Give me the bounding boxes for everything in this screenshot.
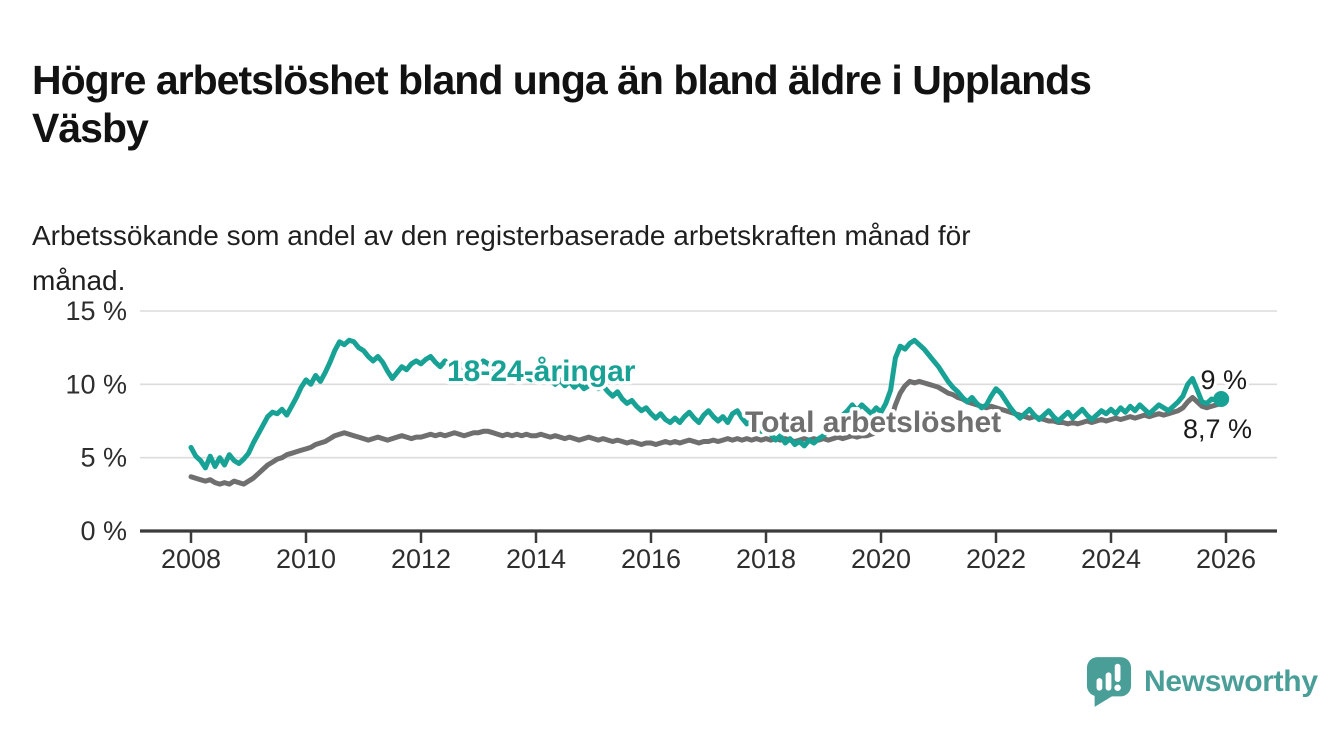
x-tick-label: 2014	[506, 544, 566, 574]
x-tick-label: 2018	[736, 544, 796, 574]
series-end-dot	[1213, 391, 1230, 407]
x-tick-label: 2026	[1196, 544, 1256, 574]
series-line-18-24-ringar	[188, 337, 1224, 471]
x-tick-label: 2012	[391, 544, 451, 574]
bar-small	[1096, 678, 1103, 691]
y-tick-label: 15 %	[65, 296, 127, 326]
x-tick-label: 2010	[276, 544, 336, 574]
series-label-18-24-ringar: 18-24-åringar	[447, 355, 636, 388]
x-tick-label: 2024	[1081, 544, 1141, 574]
x-tick-label: 2020	[851, 544, 911, 574]
x-tick-label: 2022	[966, 544, 1026, 574]
page-title: Högre arbetslöshet bland unga än bland ä…	[32, 57, 1092, 152]
y-tick-label: 10 %	[65, 369, 127, 399]
bar-exclamation	[1114, 663, 1121, 682]
series-label-total-arbetsl-shet: Total arbetslöshet	[745, 406, 1001, 439]
y-tick-label: 5 %	[80, 443, 127, 473]
page-subtitle: Arbetssökande som andel av den registerb…	[32, 220, 971, 296]
x-tick-label: 2016	[621, 544, 681, 574]
x-tick-label: 2008	[161, 544, 221, 574]
newsworthy-logo-icon	[1086, 657, 1132, 707]
exclamation-dot	[1114, 684, 1121, 692]
brand-name: Newsworthy	[1144, 665, 1318, 698]
y-tick-label: 0 %	[80, 516, 127, 546]
series-line-total-arbetsl-shet	[188, 378, 1224, 487]
newsworthy-logo: Newsworthy	[1086, 656, 1318, 708]
end-value-label: 8,7 %	[1183, 414, 1252, 444]
bar-medium	[1105, 672, 1112, 691]
end-value-label: 9 %	[1200, 365, 1247, 395]
